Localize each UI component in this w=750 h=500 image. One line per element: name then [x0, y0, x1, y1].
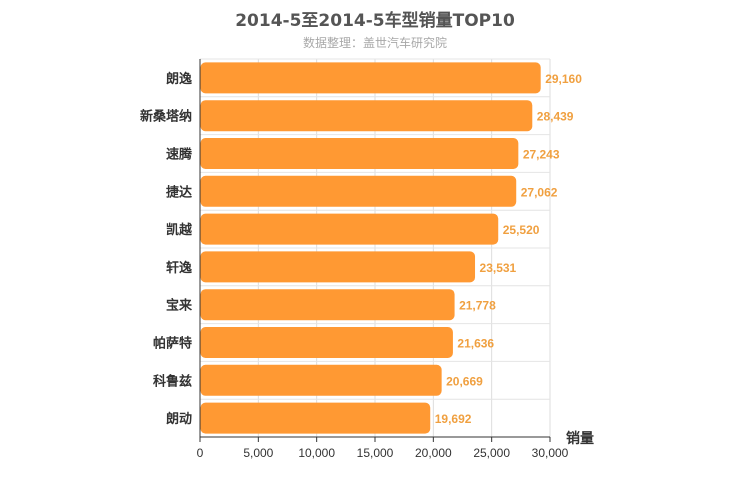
x-tick-label: 10,000	[298, 446, 335, 460]
bar	[200, 138, 519, 169]
data-label: 23,531	[480, 261, 517, 275]
data-label: 29,160	[545, 72, 582, 86]
category-label: 朗逸	[166, 71, 192, 87]
category-label: 宝来	[166, 298, 193, 314]
bar	[200, 175, 517, 207]
category-label: 速腾	[166, 147, 193, 163]
category-label: 科鲁兹	[153, 373, 192, 389]
data-label: 20,669	[446, 374, 483, 388]
data-label: 27,243	[523, 148, 560, 162]
category-label: 凯越	[166, 222, 193, 238]
x-tick-label: 20,000	[415, 446, 452, 460]
x-tick-label: 30,000	[532, 446, 569, 460]
bar	[200, 251, 476, 283]
category-label: 轩逸	[166, 260, 192, 276]
data-label: 27,062	[521, 185, 558, 199]
data-label: 25,520	[503, 223, 540, 237]
bar	[200, 402, 431, 434]
bar	[200, 100, 533, 132]
chart-title: 2014-5至2014-5车型销量TOP10	[235, 11, 515, 31]
bar	[200, 364, 442, 396]
data-label: 28,439	[537, 110, 574, 124]
chart-subtitle: 数据整理：盖世汽车研究院	[302, 36, 447, 50]
data-label: 21,636	[457, 337, 494, 351]
x-tick-label: 5,000	[243, 446, 273, 460]
category-label: 新桑塔纳	[140, 109, 192, 125]
bar	[200, 289, 455, 321]
x-axis-title: 销量	[566, 430, 594, 447]
category-label: 帕萨特	[153, 336, 192, 352]
x-tick-label: 25,000	[473, 446, 510, 460]
category-label: 朗动	[166, 411, 192, 427]
data-label: 19,692	[435, 412, 472, 426]
data-label: 21,778	[459, 299, 496, 313]
bar	[200, 62, 541, 94]
bar	[200, 327, 453, 358]
x-tick-label: 0	[197, 446, 204, 460]
x-tick-label: 15,000	[357, 446, 394, 460]
category-label: 捷达	[166, 184, 192, 200]
bar	[200, 213, 499, 245]
